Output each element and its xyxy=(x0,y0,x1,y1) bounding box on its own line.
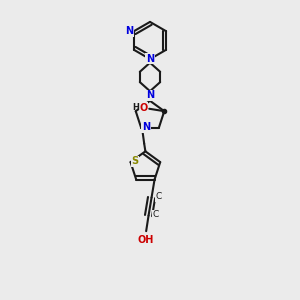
Text: N: N xyxy=(142,122,150,132)
Text: S: S xyxy=(131,156,139,166)
Text: C: C xyxy=(155,193,161,202)
Text: O: O xyxy=(139,103,148,112)
Text: OH: OH xyxy=(138,235,154,245)
Text: H: H xyxy=(133,103,140,112)
Text: N: N xyxy=(146,54,154,64)
Text: C: C xyxy=(152,211,158,220)
Text: N: N xyxy=(125,26,133,36)
Text: N: N xyxy=(146,90,154,100)
